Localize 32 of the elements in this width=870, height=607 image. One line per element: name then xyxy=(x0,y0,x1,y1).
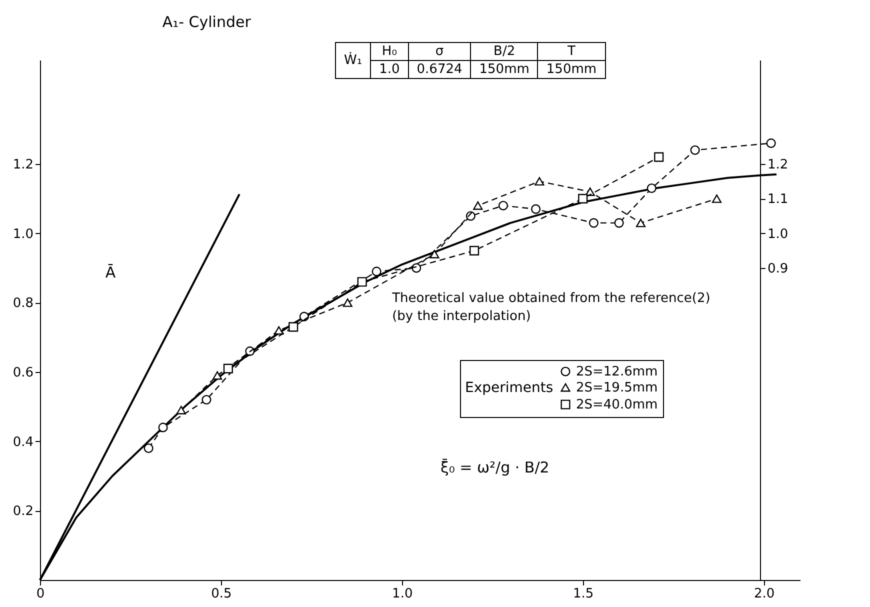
y-tick-label: 0.2 xyxy=(12,504,34,520)
text: σ xyxy=(408,42,471,60)
y2-tick-label: 1.0 xyxy=(768,226,788,242)
text: T xyxy=(538,42,606,60)
y2-tick-label: 1.2 xyxy=(768,158,788,172)
y-tick-label: 0.4 xyxy=(12,434,34,450)
annotation: 150mm xyxy=(538,60,606,78)
text: B/2 xyxy=(470,42,538,60)
x-tick-label: 1.5 xyxy=(573,586,594,602)
annotation: Ẇ₁ xyxy=(336,42,371,78)
x-tick-label: 1.0 xyxy=(392,586,413,602)
annotation: 1.0 xyxy=(370,60,408,78)
y2-tick-label: 0.9 xyxy=(768,262,788,276)
legend-label: 2S=12.6mm xyxy=(576,364,658,380)
legend-label: 2S=19.5mm xyxy=(576,380,658,396)
x-tick-label: 0.5 xyxy=(211,586,232,602)
annotation: Theoretical value obtained from the reference(2) (by the interpolation) xyxy=(391,290,710,324)
y2-tick-label: 1.1 xyxy=(768,192,788,208)
chart-title: A₁- Cylinder xyxy=(162,13,252,31)
y-tick-label: 0.8 xyxy=(12,296,34,312)
x-axis-title: ξ̄₀ = ω²/g · B/2 xyxy=(440,458,550,476)
x-tick-label: 2.0 xyxy=(754,586,775,602)
annotation: 0.6724 xyxy=(408,60,471,78)
y-tick-label: 1.2 xyxy=(12,158,34,172)
annotation: 150mm xyxy=(470,60,538,78)
legend-title: Experiments xyxy=(465,380,554,396)
y-tick-label: 1.0 xyxy=(12,226,34,242)
y-tick-label: 0.6 xyxy=(12,366,34,380)
y-axis-title: Ā xyxy=(105,264,116,282)
legend-label: 2S=40.0mm xyxy=(576,398,658,412)
text: H₀ xyxy=(370,42,408,60)
x-tick-label: 0 xyxy=(36,586,45,602)
